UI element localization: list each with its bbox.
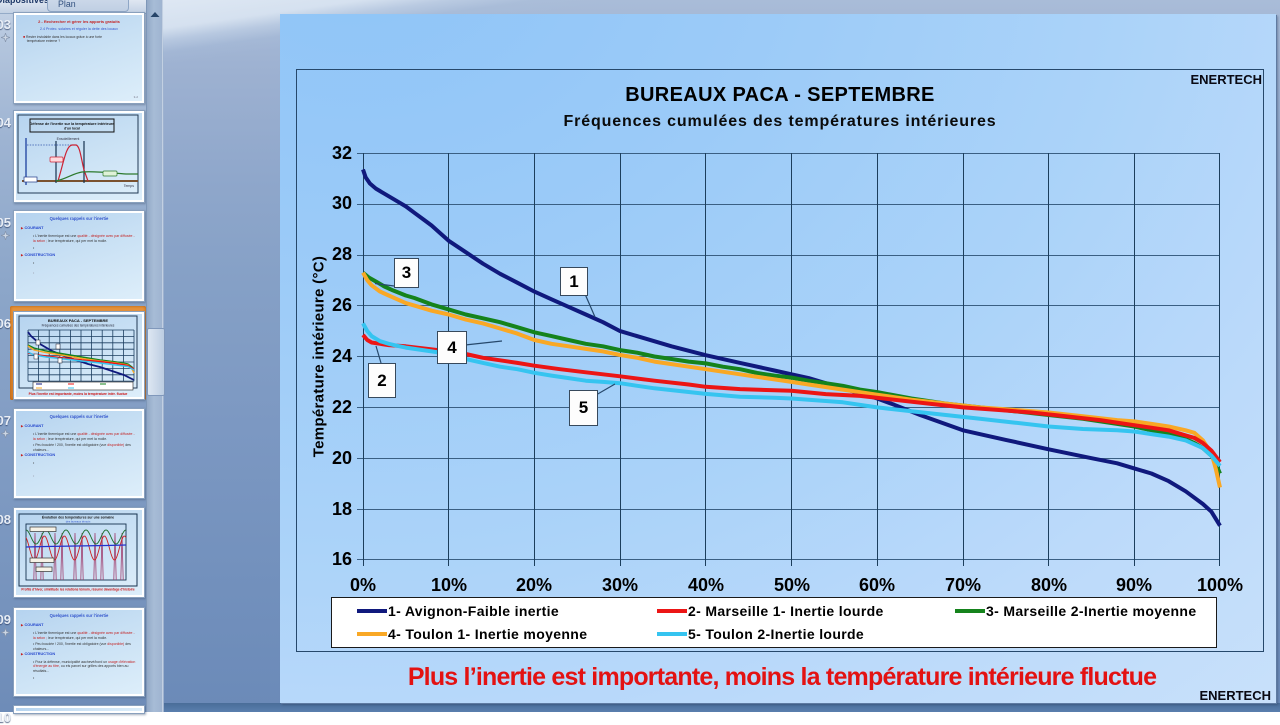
svg-text:Défense de l'inertie sur la te: Défense de l'inertie sur la température … (30, 122, 115, 126)
svg-text:Fréquences cumulées des tempér: Fréquences cumulées des températures int… (42, 324, 115, 328)
svg-text:BUREAUX PACA - SEPTEMBRE: BUREAUX PACA - SEPTEMBRE (48, 318, 109, 323)
svg-text:d'un local: d'un local (64, 127, 80, 131)
svg-text:Profils d'hiver, similitude le: Profils d'hiver, similitude les relation… (21, 588, 135, 592)
svg-text:Temps: Temps (124, 184, 135, 188)
svg-text:Plus l'inertie est importante,: Plus l'inertie est importante, moins la … (29, 392, 128, 396)
svg-text:des bureaux témoin: des bureaux témoin (66, 520, 91, 524)
svg-text:Évolution des températures sur: Évolution des températures sur une semai… (42, 515, 114, 520)
svg-text:Ensoleillement: Ensoleillement (57, 137, 80, 141)
